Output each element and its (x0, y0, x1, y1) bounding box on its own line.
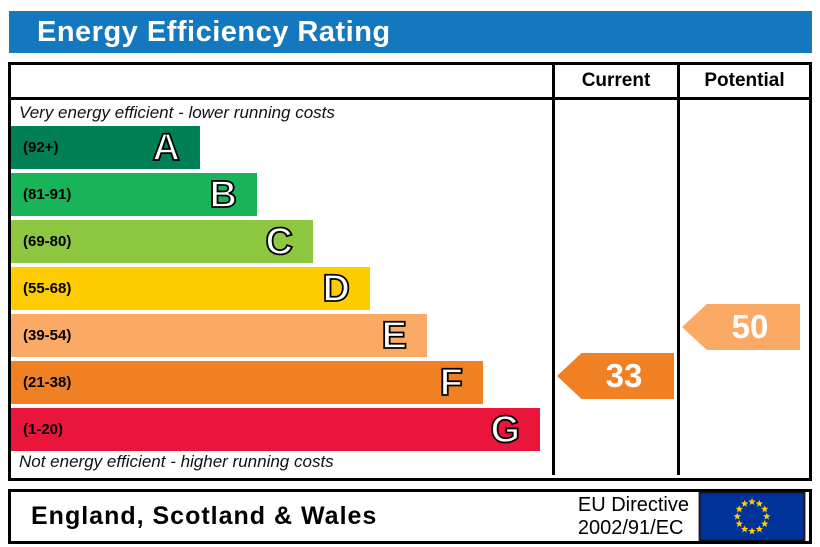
band-row-e: (39-54) E (11, 314, 427, 357)
band-row-b: (81-91) B (11, 173, 257, 216)
current-rating-arrow: 33 (557, 353, 674, 399)
title-bar: Energy Efficiency Rating (9, 11, 812, 53)
potential-rating-arrow: 50 (682, 304, 800, 350)
band-range-label: (39-54) (23, 327, 72, 344)
band-letter: G (490, 408, 521, 451)
band-letter: E (381, 314, 408, 357)
table-header-row: Current Potential (11, 65, 809, 100)
band-letter: D (322, 267, 351, 310)
band-range-label: (55-68) (23, 280, 72, 297)
band-chart-column: Very energy efficient - lower running co… (11, 100, 552, 475)
band-range-label: (1-20) (23, 421, 64, 438)
current-rating-value: 33 (605, 357, 643, 394)
potential-value-cell: 50 (677, 100, 809, 475)
page-title: Energy Efficiency Rating (37, 15, 391, 48)
band-range-label: (81-91) (23, 186, 72, 203)
region-label: England, Scotland & Wales (31, 502, 378, 530)
band-letter: C (265, 220, 294, 263)
band-range-label: (21-38) (23, 374, 72, 391)
band-letter: F (439, 361, 464, 404)
inefficient-note: Not energy efficient - higher running co… (19, 452, 334, 471)
rating-table: Current Potential Very energy efficient … (8, 62, 812, 481)
band-stack: (92+) A (81-91) B (69-80) C (55-68) D (11, 125, 552, 451)
efficient-note: Very energy efficient - lower running co… (19, 103, 335, 122)
eu-directive-line2: 2002/91/EC (577, 516, 684, 539)
band-row-f: (21-38) F (11, 361, 483, 404)
current-value-cell: 33 (552, 100, 677, 475)
band-letter: A (152, 126, 181, 169)
band-letter: B (209, 173, 238, 216)
potential-rating-value: 50 (731, 308, 769, 345)
band-row-g: (1-20) G (11, 408, 540, 451)
band-range-label: (92+) (23, 139, 59, 156)
eu-directive-line1: EU Directive (577, 493, 689, 516)
eu-flag-icon (698, 492, 806, 541)
footer-bar: England, Scotland & Wales EU Directive 2… (8, 489, 812, 544)
current-column-header: Current (552, 65, 677, 97)
band-row-a: (92+) A (11, 126, 200, 169)
potential-column-header: Potential (677, 65, 809, 97)
header-spacer-cell (11, 65, 552, 97)
eu-directive-label: EU Directive 2002/91/EC (578, 494, 698, 540)
table-body: Very energy efficient - lower running co… (11, 100, 809, 475)
band-row-c: (69-80) C (11, 220, 313, 263)
band-range-label: (69-80) (23, 233, 72, 250)
band-row-d: (55-68) D (11, 267, 370, 310)
